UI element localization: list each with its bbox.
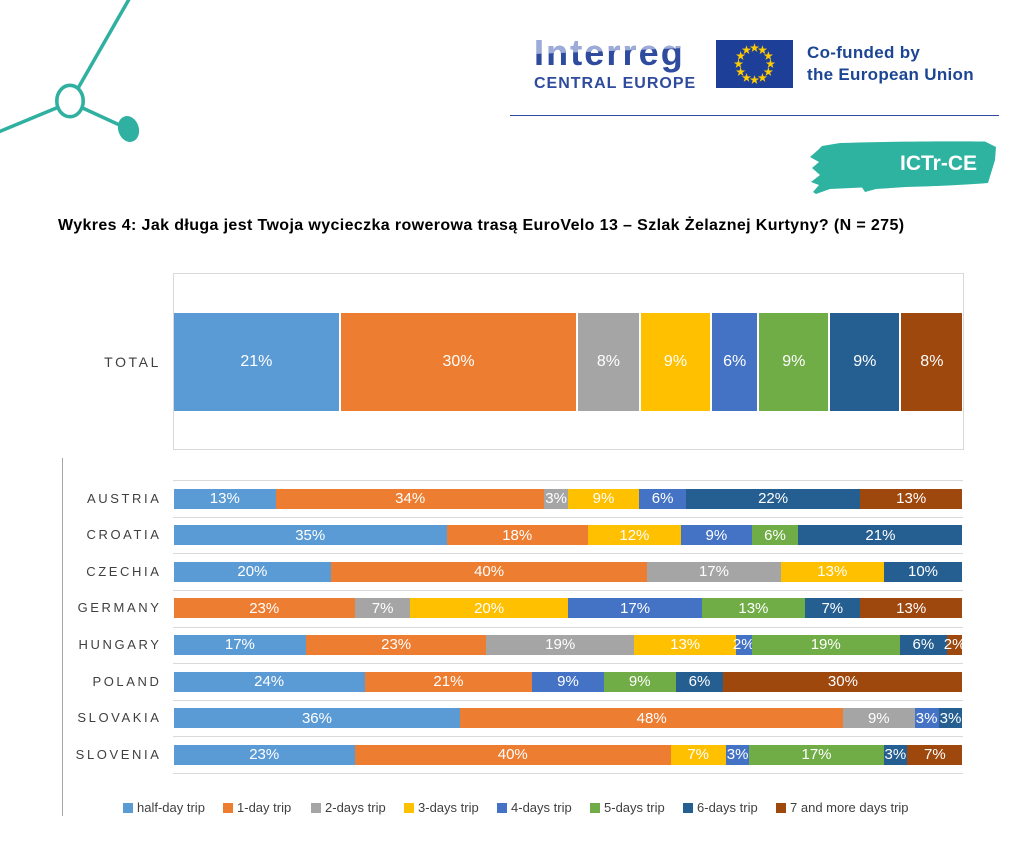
svg-text:ICTr-CE: ICTr-CE [900, 152, 977, 175]
